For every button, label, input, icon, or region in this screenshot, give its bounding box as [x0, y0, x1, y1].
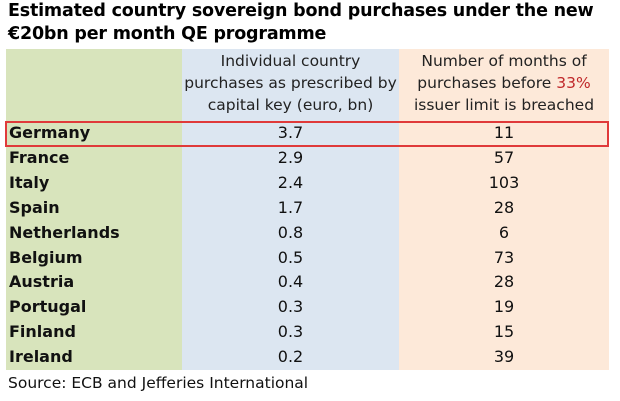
months-header-text: Number of months of purchases before: [417, 52, 587, 92]
purchases-cell: 2.9: [277, 147, 304, 167]
purchases-cell: 2.4: [277, 172, 304, 192]
table-row: Finland 0.3 15: [6, 319, 609, 344]
months-cell: 6: [498, 222, 510, 242]
country-column-background: [6, 49, 182, 370]
purchases-cell: 3.7: [277, 123, 304, 142]
purchases-cell: 1.7: [277, 197, 304, 217]
country-cell: Finland: [9, 322, 76, 342]
table-row: France 2.9 57: [6, 145, 609, 170]
months-column-background: [399, 49, 609, 370]
purchases-cell: 0.5: [277, 247, 304, 267]
purchases-cell: 0.3: [277, 297, 304, 317]
months-header-percent: 33%: [556, 74, 591, 92]
months-cell: 28: [493, 272, 515, 292]
months-cell: 73: [493, 247, 515, 267]
country-cell: Ireland: [9, 347, 73, 367]
highlight-box: [5, 121, 609, 147]
chart-title: Estimated country sovereign bond purchas…: [8, 1, 594, 44]
table-row: Spain 1.7 28: [6, 195, 609, 220]
months-cell: 15: [493, 322, 515, 342]
table-row: Germany 3.7 11: [6, 120, 609, 145]
table-row: Portugal 0.3 19: [6, 294, 609, 319]
months-cell: 28: [493, 197, 515, 217]
months-column-header: Number of months of purchases before 33%…: [399, 50, 609, 120]
months-cell: 19: [493, 297, 515, 317]
country-cell: Italy: [9, 172, 50, 192]
purchases-column-header: Individual country purchases as prescrib…: [184, 52, 397, 114]
table-row: Ireland 0.2 39: [6, 344, 609, 369]
table-row: Austria 0.4 28: [6, 269, 609, 294]
months-cell: 57: [493, 147, 515, 167]
table-row: Italy 2.4 103: [6, 170, 609, 195]
months-header-text-end: issuer limit is breached: [413, 96, 595, 114]
purchases-cell: 0.4: [277, 272, 304, 292]
table-row: Netherlands 0.8 6: [6, 220, 609, 245]
country-cell: Austria: [9, 272, 75, 292]
table-row: Belgium 0.5 73: [6, 245, 609, 270]
purchases-cell: 0.2: [277, 347, 304, 367]
months-cell: 11: [493, 123, 515, 142]
country-cell: Spain: [9, 197, 60, 217]
country-cell: Netherlands: [9, 222, 120, 242]
purchases-column-background: [182, 49, 399, 370]
country-cell: Portugal: [9, 297, 87, 317]
country-cell: Germany: [9, 123, 91, 142]
source-note: Source: ECB and Jefferies International: [8, 374, 309, 392]
purchases-cell: 0.3: [277, 322, 304, 342]
country-cell: France: [9, 147, 70, 167]
country-cell: Belgium: [9, 247, 83, 267]
months-cell: 39: [493, 347, 515, 367]
months-cell: 103: [488, 172, 520, 192]
purchases-cell: 0.8: [277, 222, 304, 242]
